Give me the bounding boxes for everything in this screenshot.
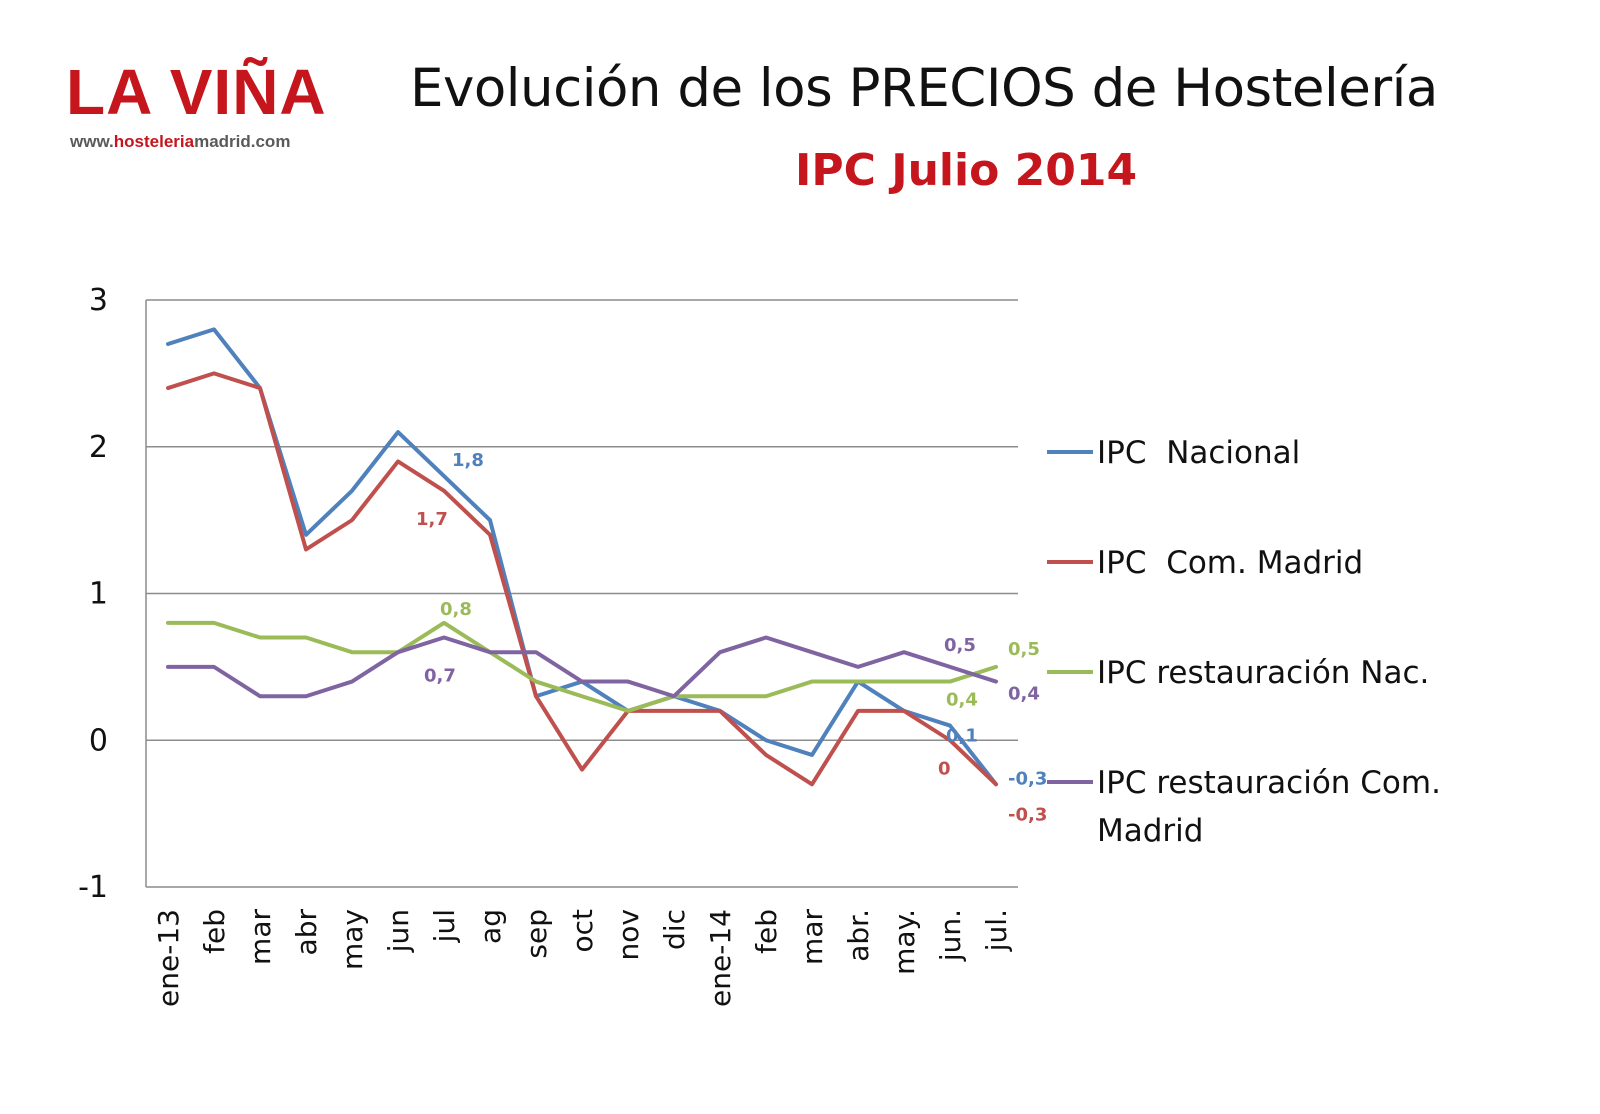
x-tick-label: ag <box>474 909 507 944</box>
x-tick-label: feb <box>750 909 783 954</box>
x-tick-label: oct <box>566 909 599 953</box>
legend-label: Madrid <box>1097 813 1203 849</box>
page-subtitle: IPC Julio 2014 <box>795 145 1138 196</box>
x-tick-label: jun <box>382 909 415 953</box>
data-label: 0,7 <box>424 666 456 687</box>
y-tick-label: 3 <box>89 283 108 318</box>
data-label: 0,8 <box>440 599 472 620</box>
series-layer <box>166 327 998 787</box>
data-label: -0,3 <box>1008 768 1047 789</box>
data-label: 1,7 <box>416 509 448 530</box>
logo-url: www.hosteleriamadrid.com <box>70 132 290 152</box>
x-tick-label: may. <box>888 909 921 975</box>
logo: LA VIÑA <box>66 56 327 128</box>
y-tick-label: 1 <box>89 577 108 612</box>
x-tick-label: mar <box>244 909 277 965</box>
data-label: 0 <box>938 758 951 779</box>
data-label: 0,5 <box>944 635 976 656</box>
x-tick-label: jun. <box>934 909 967 962</box>
x-tick-label: ene-13 <box>152 909 185 1007</box>
x-tick-label: may <box>336 909 369 970</box>
y-tick-label: 2 <box>89 430 108 465</box>
legend-label: IPC Com. Madrid <box>1097 545 1363 581</box>
logo-url-suffix: madrid.com <box>194 132 291 151</box>
legend: IPC Nacional IPC Com. Madrid IPC restaurac… <box>1047 435 1441 849</box>
y-tick-label: 0 <box>89 723 108 758</box>
x-tick-label: dic <box>658 909 691 950</box>
x-tick-label: jul <box>428 909 461 943</box>
x-tick-label: sep <box>520 909 553 959</box>
series-line-2 <box>166 620 998 713</box>
grid-layer <box>146 299 1018 888</box>
legend-label: IPC restauración Nac. <box>1097 655 1429 691</box>
legend-label: IPC Nacional <box>1097 435 1300 471</box>
logo-url-prefix: www. <box>70 132 114 151</box>
data-label: 0,1 <box>946 726 978 747</box>
y-tick-label: -1 <box>78 870 108 905</box>
data-label: 0,4 <box>1008 684 1040 705</box>
x-tick-label: ene-14 <box>704 909 737 1007</box>
x-tick-label: feb <box>198 909 231 954</box>
data-label: -0,3 <box>1008 804 1047 825</box>
legend-label: IPC restauración Com. <box>1097 765 1441 801</box>
x-tick-label: nov <box>612 909 645 960</box>
x-tick-label: abr <box>290 909 323 956</box>
series-line-3 <box>166 635 998 699</box>
page-title: Evolución de los PRECIOS de Hostelería <box>410 58 1438 119</box>
logo-url-highlight: hosteleria <box>113 132 195 151</box>
series-line-0 <box>166 327 998 787</box>
data-label: 0,5 <box>1008 639 1040 660</box>
data-label-layer: 1,8 1,7 0,8 0,7 0,5 0,4 0,1 0 0,5 0,4 -0,3 -0,3 <box>416 450 1047 825</box>
data-label: 1,8 <box>452 450 484 471</box>
x-tick-label: jul. <box>980 909 1013 952</box>
x-tick-label: mar <box>796 909 829 965</box>
data-label: 0,4 <box>946 690 978 711</box>
series-line-1 <box>166 371 998 787</box>
x-tick-label: abr. <box>842 909 875 962</box>
